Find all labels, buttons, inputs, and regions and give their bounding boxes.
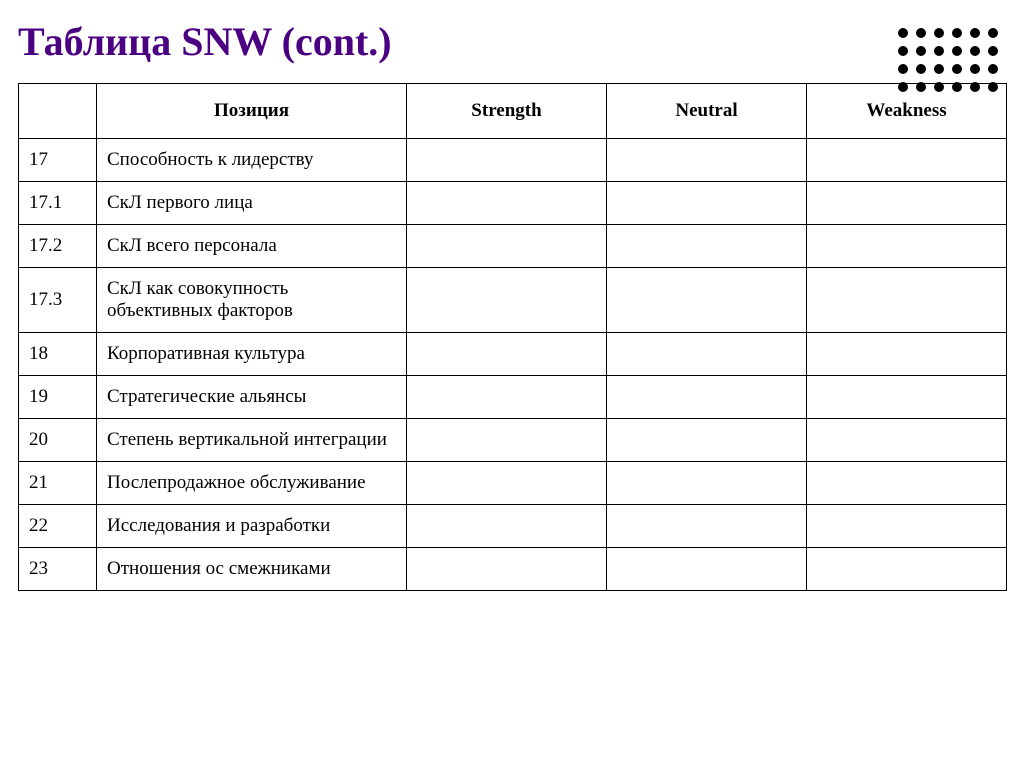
- cell-neutral: [607, 419, 807, 462]
- decorative-dot: [898, 46, 908, 56]
- cell-strength: [407, 505, 607, 548]
- cell-weakness: [807, 225, 1007, 268]
- table-row: 18Корпоративная культура: [19, 333, 1007, 376]
- decorative-dot: [898, 64, 908, 74]
- cell-position: Стратегические альянсы: [97, 376, 407, 419]
- cell-weakness: [807, 376, 1007, 419]
- cell-neutral: [607, 462, 807, 505]
- table-row: 20Степень вертикальной интеграции: [19, 419, 1007, 462]
- cell-position: Исследования и разработки: [97, 505, 407, 548]
- cell-num: 17: [19, 139, 97, 182]
- decorative-dot: [916, 82, 926, 92]
- col-header-neutral: Neutral: [607, 84, 807, 139]
- decorative-dot: [916, 46, 926, 56]
- cell-strength: [407, 376, 607, 419]
- table-row: 19Стратегические альянсы: [19, 376, 1007, 419]
- decorative-dot: [952, 64, 962, 74]
- cell-num: 22: [19, 505, 97, 548]
- table-row: 22Исследования и разработки: [19, 505, 1007, 548]
- decorative-dot: [916, 28, 926, 38]
- table-row: 17Способность к лидерству: [19, 139, 1007, 182]
- cell-strength: [407, 548, 607, 591]
- table-row: 23Отношения ос смежниками: [19, 548, 1007, 591]
- cell-weakness: [807, 139, 1007, 182]
- col-header-strength: Strength: [407, 84, 607, 139]
- cell-strength: [407, 225, 607, 268]
- decorative-dot: [952, 46, 962, 56]
- decorative-dot-grid: [898, 28, 1000, 94]
- decorative-dot: [934, 46, 944, 56]
- decorative-dot: [988, 46, 998, 56]
- cell-weakness: [807, 419, 1007, 462]
- cell-weakness: [807, 548, 1007, 591]
- cell-strength: [407, 419, 607, 462]
- cell-num: 19: [19, 376, 97, 419]
- cell-weakness: [807, 268, 1007, 333]
- decorative-dot: [934, 28, 944, 38]
- decorative-dot: [970, 28, 980, 38]
- decorative-dot: [988, 64, 998, 74]
- snw-table: Позиция Strength Neutral Weakness 17Спос…: [18, 83, 1007, 591]
- table-row: 17.1СкЛ первого лица: [19, 182, 1007, 225]
- decorative-dot: [952, 82, 962, 92]
- cell-num: 18: [19, 333, 97, 376]
- cell-num: 21: [19, 462, 97, 505]
- table-header-row: Позиция Strength Neutral Weakness: [19, 84, 1007, 139]
- cell-strength: [407, 462, 607, 505]
- cell-position: СкЛ как совокупность объективных факторо…: [97, 268, 407, 333]
- cell-neutral: [607, 548, 807, 591]
- cell-neutral: [607, 333, 807, 376]
- table-row: 17.2СкЛ всего персонала: [19, 225, 1007, 268]
- cell-neutral: [607, 268, 807, 333]
- cell-position: СкЛ первого лица: [97, 182, 407, 225]
- decorative-dot: [952, 28, 962, 38]
- slide-title: Таблица SNW (cont.): [0, 0, 1024, 65]
- cell-position: Отношения ос смежниками: [97, 548, 407, 591]
- cell-weakness: [807, 333, 1007, 376]
- table-body: 17Способность к лидерству17.1СкЛ первого…: [19, 139, 1007, 591]
- cell-num: 23: [19, 548, 97, 591]
- cell-position: СкЛ всего персонала: [97, 225, 407, 268]
- cell-weakness: [807, 182, 1007, 225]
- cell-position: Степень вертикальной интеграции: [97, 419, 407, 462]
- cell-weakness: [807, 505, 1007, 548]
- cell-strength: [407, 333, 607, 376]
- cell-neutral: [607, 182, 807, 225]
- decorative-dot: [970, 64, 980, 74]
- cell-position: Корпоративная культура: [97, 333, 407, 376]
- col-header-position: Позиция: [97, 84, 407, 139]
- cell-position: Послепродажное обслуживание: [97, 462, 407, 505]
- decorative-dot: [970, 82, 980, 92]
- decorative-dot: [988, 28, 998, 38]
- cell-weakness: [807, 462, 1007, 505]
- table-row: 17.3СкЛ как совокупность объективных фак…: [19, 268, 1007, 333]
- decorative-dot: [898, 82, 908, 92]
- cell-num: 20: [19, 419, 97, 462]
- cell-strength: [407, 182, 607, 225]
- decorative-dot: [898, 28, 908, 38]
- col-header-num: [19, 84, 97, 139]
- cell-strength: [407, 268, 607, 333]
- cell-num: 17.1: [19, 182, 97, 225]
- decorative-dot: [970, 46, 980, 56]
- cell-num: 17.2: [19, 225, 97, 268]
- cell-neutral: [607, 139, 807, 182]
- cell-neutral: [607, 505, 807, 548]
- cell-neutral: [607, 225, 807, 268]
- cell-neutral: [607, 376, 807, 419]
- decorative-dot: [934, 82, 944, 92]
- cell-strength: [407, 139, 607, 182]
- decorative-dot: [988, 82, 998, 92]
- decorative-dot: [916, 64, 926, 74]
- decorative-dot: [934, 64, 944, 74]
- snw-table-container: Позиция Strength Neutral Weakness 17Спос…: [0, 65, 1024, 591]
- table-row: 21Послепродажное обслуживание: [19, 462, 1007, 505]
- cell-position: Способность к лидерству: [97, 139, 407, 182]
- cell-num: 17.3: [19, 268, 97, 333]
